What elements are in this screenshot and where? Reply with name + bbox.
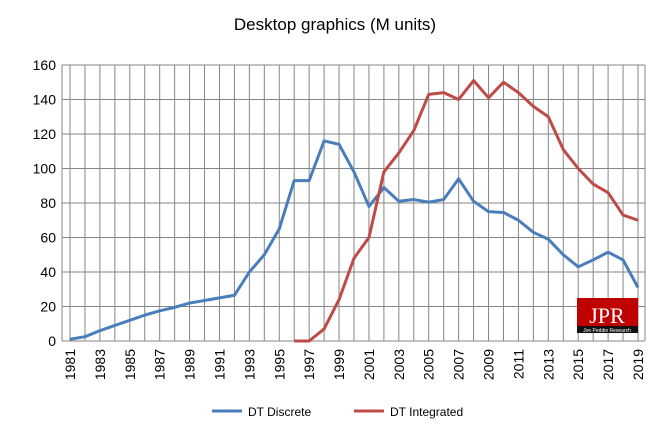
x-tick-label: 1981	[62, 349, 78, 380]
x-tick-label: 1999	[331, 349, 347, 380]
y-tick-label: 120	[33, 126, 57, 142]
x-tick-label: 1993	[241, 349, 257, 380]
x-tick-label: 1989	[182, 349, 198, 380]
y-tick-label: 60	[40, 230, 56, 246]
legend-label: DT Discrete	[248, 405, 311, 419]
x-tick-label: 2009	[481, 349, 497, 380]
x-tick-label: 2011	[510, 349, 526, 379]
x-tick-label: 1995	[271, 349, 287, 380]
y-tick-label: 140	[33, 92, 57, 108]
x-tick-label: 1985	[122, 349, 138, 380]
x-tick-label: 2003	[391, 349, 407, 380]
x-tick-label: 2017	[600, 349, 616, 380]
chart-title: Desktop graphics (M units)	[234, 15, 436, 34]
jpr-logo: JPR Jon Peddie Research	[577, 298, 638, 334]
y-tick-label: 100	[33, 161, 57, 177]
y-tick-label: 0	[48, 333, 56, 349]
y-tick-label: 160	[33, 57, 57, 73]
logo-text: JPR	[589, 303, 625, 328]
x-tick-label: 2013	[540, 349, 556, 380]
x-tick-label: 2015	[570, 349, 586, 380]
x-tick-label: 2019	[630, 349, 646, 380]
x-tick-label: 1987	[152, 349, 168, 380]
y-tick-label: 20	[40, 299, 56, 315]
x-tick-label: 2007	[451, 349, 467, 380]
x-tick-label: 1997	[301, 349, 317, 380]
y-tick-label: 80	[40, 195, 56, 211]
x-tick-label: 2001	[361, 349, 377, 380]
x-tick-label: 2005	[421, 349, 437, 380]
x-tick-label: 1991	[211, 349, 227, 380]
series-line-dt-integrated	[294, 79, 639, 343]
logo-subtext: Jon Peddie Research	[583, 328, 631, 334]
legend-label: DT Integrated	[390, 405, 463, 419]
x-tick-label: 1983	[92, 349, 108, 380]
y-tick-label: 40	[40, 264, 56, 280]
